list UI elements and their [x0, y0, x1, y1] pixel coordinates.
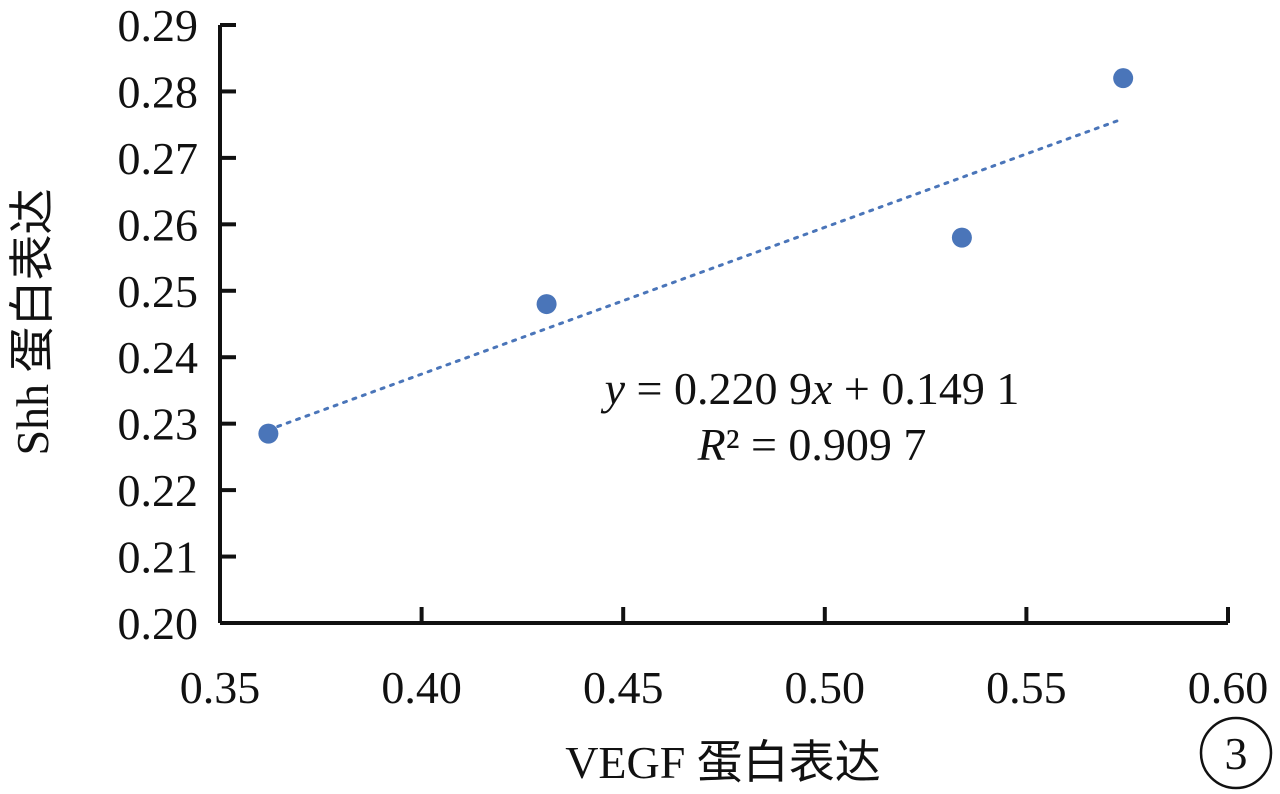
r-squared-label: R² = 0.909 7	[697, 419, 927, 470]
data-point	[258, 423, 279, 444]
y-tick-label: 0.20	[118, 598, 199, 649]
data-point	[951, 227, 972, 248]
panel-badge: 3	[1199, 716, 1273, 790]
y-tick-label: 0.28	[118, 66, 199, 117]
y-tick-label: 0.22	[118, 465, 199, 516]
trendline-equation: y = 0.220 9x + 0.149 1	[601, 363, 1020, 414]
x-tick-label: 0.45	[583, 662, 664, 713]
x-tick-label: 0.60	[1188, 662, 1269, 713]
y-tick-label: 0.26	[118, 199, 199, 250]
x-tick-label: 0.55	[986, 662, 1067, 713]
y-tick-label: 0.27	[118, 133, 199, 184]
x-tick-label: 0.40	[381, 662, 462, 713]
y-axis-ticks: 0.20 0.21 0.22 0.23 0.24 0.25 0.26 0.27 0.28 0.29	[118, 0, 236, 649]
panel-badge-label: 3	[1225, 728, 1248, 779]
data-point	[536, 294, 557, 315]
x-tick-label: 0.35	[180, 662, 261, 713]
y-tick-label: 0.29	[118, 0, 199, 51]
x-axis-title: VEGF 蛋白表达	[565, 737, 881, 788]
x-tick-label: 0.50	[785, 662, 866, 713]
y-tick-label: 0.21	[118, 532, 199, 583]
y-tick-label: 0.25	[118, 266, 199, 317]
x-axis-ticks: 0.35 0.40 0.45 0.50 0.55 0.60	[180, 607, 1269, 713]
y-tick-label: 0.23	[118, 399, 199, 450]
y-tick-label: 0.24	[118, 332, 199, 383]
panel-badge-circle	[1199, 716, 1273, 790]
y-axis-title: Shh 蛋白表达	[7, 188, 58, 455]
data-point	[1113, 68, 1134, 89]
trendline	[266, 117, 1125, 432]
data-points	[258, 68, 1134, 444]
